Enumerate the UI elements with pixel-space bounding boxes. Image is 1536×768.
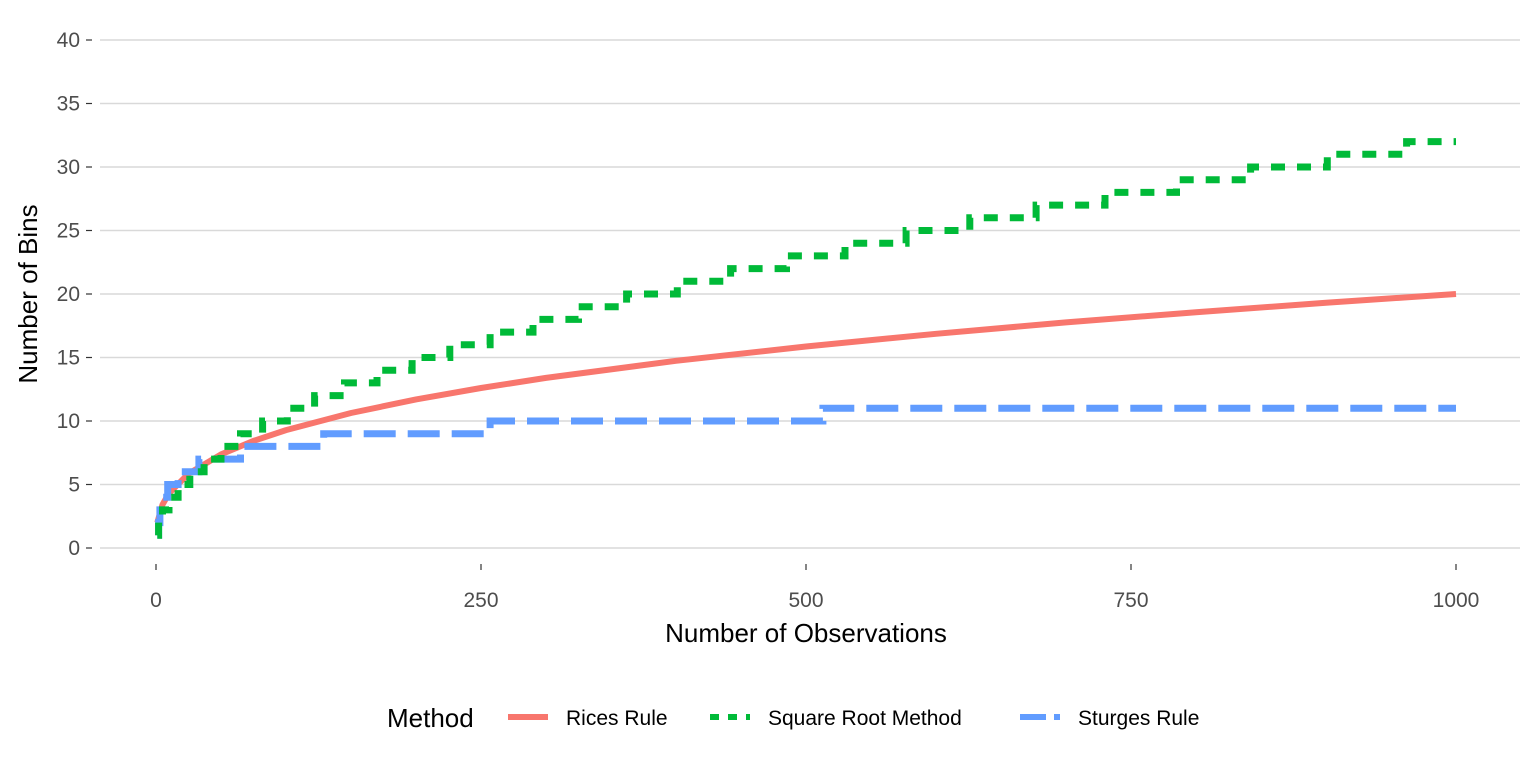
x-tick-label-0: 0 bbox=[150, 589, 162, 612]
y-tick-label-5: 5 bbox=[68, 474, 80, 497]
x-tick-label-1000: 1000 bbox=[1433, 589, 1480, 612]
y-tick-label-20: 20 bbox=[57, 283, 80, 306]
y-axis: 0 5 10 15 20 25 30 35 40 bbox=[57, 29, 92, 560]
plot-series bbox=[154, 138, 1457, 539]
y-tick-label-40: 40 bbox=[57, 29, 80, 52]
x-tick-label-500: 500 bbox=[788, 589, 823, 612]
series-line-rices-rule bbox=[154, 291, 1457, 524]
legend-title: Method bbox=[387, 703, 474, 733]
legend-label-sturges-rule: Sturges Rule bbox=[1078, 707, 1199, 730]
y-tick-label-15: 15 bbox=[57, 347, 80, 370]
legend-label-square-root-method: Square Root Method bbox=[768, 707, 962, 730]
y-gridlines bbox=[100, 39, 1520, 549]
x-axis-title: Number of Observations bbox=[665, 618, 947, 648]
legend: Method Rices Rule Square Root Method Stu… bbox=[387, 703, 1199, 733]
y-tick-label-10: 10 bbox=[57, 410, 80, 433]
series-line-sturges-rule bbox=[155, 404, 1456, 539]
x-tick-label-750: 750 bbox=[1113, 589, 1148, 612]
y-tick-label-30: 30 bbox=[57, 156, 80, 179]
x-tick-label-250: 250 bbox=[463, 589, 498, 612]
y-tick-label-0: 0 bbox=[68, 537, 80, 560]
y-tick-label-25: 25 bbox=[57, 220, 80, 243]
y-tick-label-35: 35 bbox=[57, 93, 80, 116]
y-axis-title: Number of Bins bbox=[13, 204, 43, 383]
series-line-square-root-method bbox=[155, 138, 1456, 539]
x-axis: 0 250 500 750 1000 bbox=[150, 564, 1479, 612]
legend-label-rices-rule: Rices Rule bbox=[566, 707, 668, 730]
